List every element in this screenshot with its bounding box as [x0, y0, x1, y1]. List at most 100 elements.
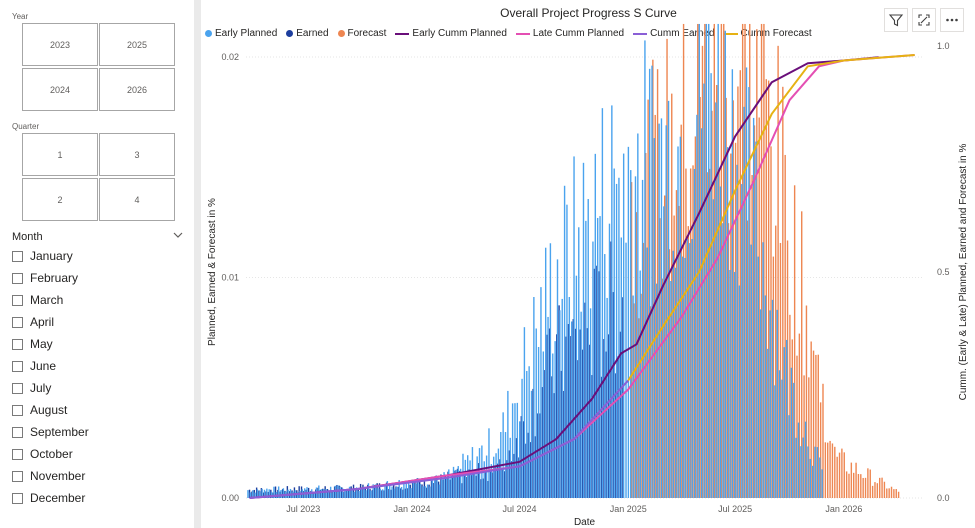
checkbox[interactable]: [12, 294, 23, 306]
month-slicer-title: Month: [12, 231, 43, 243]
bar-early-planned: [755, 141, 757, 499]
bar-earned: [378, 483, 381, 498]
year-tile-2023[interactable]: 2023: [22, 23, 98, 66]
bar-earned: [402, 489, 404, 498]
bar-earned: [430, 480, 433, 498]
month-option-february[interactable]: February: [12, 269, 78, 287]
bar-earned: [277, 489, 279, 498]
bar-early-planned: [256, 489, 259, 498]
bar-earned: [317, 487, 319, 498]
month-option-july[interactable]: July: [12, 379, 51, 397]
legend-item[interactable]: Earned: [286, 28, 329, 39]
bar-earned: [286, 486, 289, 498]
filter-button[interactable]: [884, 8, 908, 32]
bar-forecast: [666, 38, 668, 498]
bar-early-planned: [731, 69, 734, 498]
bar-earned: [416, 478, 419, 498]
checkbox[interactable]: [12, 316, 23, 328]
year-tile-2024[interactable]: 2024: [22, 68, 98, 111]
bar-early-planned: [821, 469, 823, 498]
bar-forecast: [640, 293, 642, 498]
checkbox[interactable]: [12, 404, 23, 416]
bar-earned: [612, 292, 615, 498]
bar-forecast: [801, 211, 803, 498]
legend-item[interactable]: Cumm Forecast: [723, 28, 812, 39]
chevron-down-icon[interactable]: [172, 229, 184, 241]
bar-early-planned: [438, 484, 441, 498]
quarter-tile-1[interactable]: 1: [22, 133, 98, 176]
month-option-november[interactable]: November: [12, 467, 85, 485]
bar-early-planned: [693, 168, 696, 498]
legend-item[interactable]: Early Planned: [205, 28, 277, 39]
quarter-tile-2[interactable]: 2: [22, 178, 98, 221]
checkbox[interactable]: [12, 360, 23, 372]
bar-forecast: [694, 136, 697, 498]
bar-earned: [442, 479, 445, 498]
year-tile-2026[interactable]: 2026: [99, 68, 175, 111]
bar-forecast: [855, 462, 857, 498]
checkbox[interactable]: [12, 272, 23, 284]
bar-earned: [608, 334, 610, 498]
bar-early-planned: [712, 199, 715, 498]
bar-early-planned: [625, 242, 627, 498]
bar-earned: [310, 490, 312, 498]
bar-early-planned: [797, 422, 800, 498]
bar-earned: [383, 490, 385, 498]
bar-forecast: [654, 114, 656, 499]
focus-mode-button[interactable]: [912, 8, 936, 32]
month-option-march[interactable]: March: [12, 291, 63, 309]
legend-item[interactable]: Forecast: [337, 28, 386, 39]
checkbox[interactable]: [12, 338, 23, 350]
bar-early-planned: [377, 488, 379, 498]
quarter-tile-3[interactable]: 3: [99, 133, 175, 176]
bar-early-planned: [337, 485, 339, 498]
bar-early-planned: [708, 23, 710, 498]
legend-item[interactable]: Late Cumm Planned: [515, 28, 624, 39]
checkbox[interactable]: [12, 382, 23, 394]
bar-early-planned: [757, 256, 760, 498]
bar-earned: [357, 488, 359, 498]
checkbox[interactable]: [12, 426, 23, 438]
month-option-september[interactable]: September: [12, 423, 89, 441]
bar-early-planned: [599, 216, 601, 498]
month-option-december[interactable]: December: [12, 489, 85, 507]
y2-tick-label: 0.5: [937, 267, 950, 277]
bar-early-planned: [819, 457, 821, 498]
checkbox[interactable]: [12, 448, 23, 460]
bar-forecast: [739, 70, 741, 499]
bar-early-planned: [674, 267, 677, 498]
month-option-may[interactable]: May: [12, 335, 53, 353]
month-option-january[interactable]: January: [12, 247, 73, 265]
bar-early-planned: [618, 177, 620, 499]
month-option-april[interactable]: April: [12, 313, 54, 331]
legend-item[interactable]: Cumm Earned: [633, 28, 715, 39]
checkbox[interactable]: [12, 492, 23, 504]
bar-early-planned: [656, 283, 658, 498]
bar-forecast: [897, 491, 900, 498]
bar-early-planned: [483, 461, 485, 498]
bar-early-planned: [259, 491, 261, 498]
bar-early-planned: [261, 488, 263, 498]
more-options-button[interactable]: [940, 8, 964, 32]
bar-forecast: [751, 175, 753, 499]
bar-early-planned: [504, 432, 507, 498]
bar-early-planned: [363, 486, 365, 498]
bar-early-planned: [639, 270, 641, 498]
month-option-october[interactable]: October: [12, 445, 73, 463]
bar-early-planned: [752, 117, 755, 498]
checkbox[interactable]: [12, 470, 23, 482]
quarter-tile-4[interactable]: 4: [99, 178, 175, 221]
legend-item[interactable]: Early Cumm Planned: [395, 28, 507, 39]
bar-early-planned: [544, 247, 547, 498]
year-tile-2025[interactable]: 2025: [99, 23, 175, 66]
bar-early-planned: [641, 179, 644, 498]
bar-early-planned: [715, 102, 717, 498]
month-label: November: [30, 469, 86, 483]
bar-early-planned: [433, 478, 436, 498]
month-option-august[interactable]: August: [12, 401, 67, 419]
checkbox[interactable]: [12, 250, 23, 262]
bar-early-planned: [417, 478, 419, 498]
bar-earned: [513, 453, 515, 498]
month-option-june[interactable]: June: [12, 357, 56, 375]
bar-earned: [532, 388, 534, 498]
